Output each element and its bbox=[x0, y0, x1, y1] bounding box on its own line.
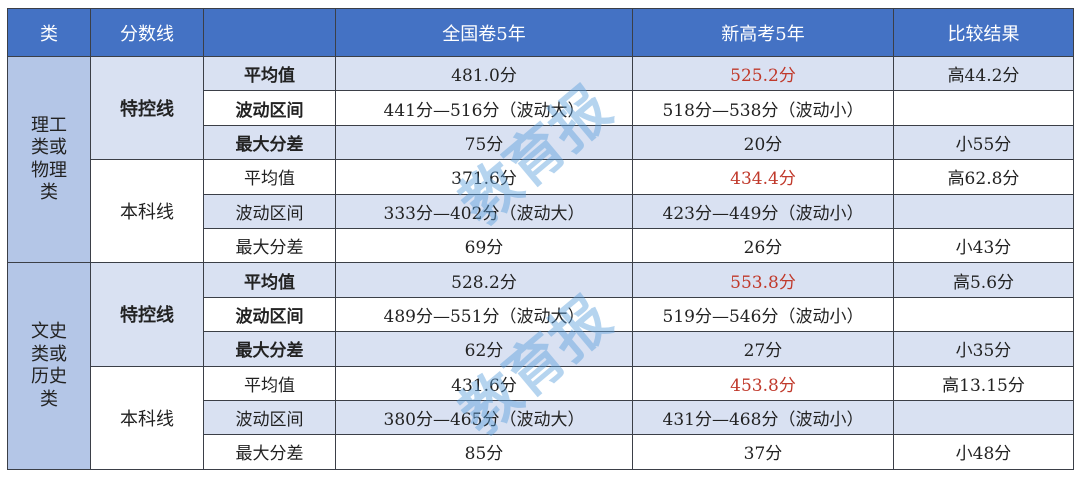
national-value: 75分 bbox=[335, 124, 633, 161]
score-comparison-table: 类 分数线 全国卷5年 新高考5年 比较结果 理工 类或 物理类特控线 平均值 481.… bbox=[7, 8, 1074, 470]
new-gaokao-value: 434.4分 bbox=[632, 159, 894, 195]
metric-label: 波动区间 bbox=[203, 193, 336, 229]
table-row: 最大分差 85分 37分 小48分 bbox=[8, 434, 1074, 470]
metric-label: 最大分差 bbox=[203, 331, 336, 367]
table-row: 文史 类或 历史类特控线 平均值 528.2分 553.8分 高5.6分 bbox=[7, 262, 1074, 470]
new-gaokao-value: 423分—449分（波动小） bbox=[632, 193, 894, 229]
category-cell: 文史 类或 历史类 bbox=[7, 262, 91, 470]
score-line-cell: 特控线 bbox=[90, 262, 204, 367]
comparison-result: 小55分 bbox=[893, 124, 1074, 161]
national-value: 333分—402分（波动大） bbox=[335, 193, 633, 229]
comparison-result: 小48分 bbox=[893, 434, 1074, 470]
comparison-result: 高62.8分 bbox=[893, 159, 1074, 195]
table-row: 最大分差 62分 27分 小35分 bbox=[8, 331, 1074, 367]
metric-label: 波动区间 bbox=[203, 90, 336, 126]
new-gaokao-value: 519分—546分（波动小） bbox=[632, 296, 894, 333]
new-gaokao-value: 27分 bbox=[632, 331, 894, 367]
table-row: 理工 类或 物理类特控线 平均值 481.0分 525.2分 高44.2分 bbox=[7, 55, 1074, 264]
category-text-line: 类或 bbox=[31, 343, 67, 365]
comparison-result: 高5.6分 bbox=[893, 262, 1074, 298]
national-value: 441分—516分（波动大） bbox=[335, 90, 633, 126]
metric-label: 最大分差 bbox=[203, 227, 336, 264]
header-comparison: 比较结果 bbox=[893, 8, 1074, 57]
score-line-cell: 特控线 bbox=[90, 55, 204, 161]
comparison-result: 小35分 bbox=[893, 331, 1074, 367]
comparison-result: 高44.2分 bbox=[893, 55, 1074, 92]
comparison-result bbox=[893, 90, 1074, 126]
metric-label: 平均值 bbox=[203, 159, 336, 195]
metric-label: 最大分差 bbox=[203, 124, 336, 161]
category-text-line: 文史 bbox=[31, 321, 67, 343]
table-row: 波动区间 333分—402分（波动大） 423分—449分（波动小） bbox=[8, 193, 1074, 229]
new-gaokao-value: 20分 bbox=[632, 124, 894, 161]
header-metric bbox=[203, 8, 336, 57]
comparison-result bbox=[893, 193, 1074, 229]
header-row: 类 分数线 全国卷5年 新高考5年 比较结果 bbox=[7, 8, 1074, 57]
table-row: 波动区间 489分—551分（波动大） 519分—546分（波动小） bbox=[8, 296, 1074, 333]
score-line-cell: 本科线 bbox=[90, 365, 204, 470]
metric-label: 最大分差 bbox=[203, 434, 336, 470]
national-value: 380分—465分（波动大） bbox=[335, 399, 633, 436]
header-new-gaokao: 新高考5年 bbox=[632, 8, 894, 57]
category-text-line: 历史 bbox=[31, 366, 67, 388]
new-gaokao-value: 453.8分 bbox=[632, 365, 894, 401]
new-gaokao-value: 431分—468分（波动小） bbox=[632, 399, 894, 436]
national-value: 481.0分 bbox=[335, 55, 633, 92]
new-gaokao-value: 525.2分 bbox=[632, 55, 894, 92]
category-text-line: 类 bbox=[40, 182, 58, 204]
metric-label: 平均值 bbox=[203, 55, 336, 92]
comparison-result bbox=[893, 399, 1074, 436]
metric-label: 波动区间 bbox=[203, 296, 336, 333]
national-value: 62分 bbox=[335, 331, 633, 367]
new-gaokao-value: 37分 bbox=[632, 434, 894, 470]
table-row: 最大分差 75分 20分 小55分 bbox=[8, 124, 1074, 161]
header-score-line: 分数线 bbox=[90, 8, 204, 57]
metric-label: 波动区间 bbox=[203, 399, 336, 436]
table-row: 波动区间 441分—516分（波动大） 518分—538分（波动小） bbox=[8, 90, 1074, 126]
national-value: 69分 bbox=[335, 227, 633, 264]
national-value: 489分—551分（波动大） bbox=[335, 296, 633, 333]
category-text-line: 物理 bbox=[31, 159, 67, 181]
header-national: 全国卷5年 bbox=[335, 8, 633, 57]
national-value: 431.6分 bbox=[335, 365, 633, 401]
national-value: 371.6分 bbox=[335, 159, 633, 195]
national-value: 85分 bbox=[335, 434, 633, 470]
comparison-result bbox=[893, 296, 1074, 333]
comparison-result: 小43分 bbox=[893, 227, 1074, 264]
category-text-line: 类或 bbox=[31, 137, 67, 159]
category-text-line: 类 bbox=[40, 388, 58, 410]
category-cell: 理工 类或 物理类 bbox=[7, 55, 91, 264]
metric-label: 平均值 bbox=[203, 262, 336, 298]
table-row: 本科线 平均值 371.6分 434.4分 高62.8分 bbox=[8, 159, 1074, 264]
score-line-cell: 本科线 bbox=[90, 159, 204, 264]
comparison-result: 高13.15分 bbox=[893, 365, 1074, 401]
new-gaokao-value: 518分—538分（波动小） bbox=[632, 90, 894, 126]
national-value: 528.2分 bbox=[335, 262, 633, 298]
table-body: 理工 类或 物理类特控线 平均值 481.0分 525.2分 高44.2分 波动区间 441分—… bbox=[7, 55, 1074, 470]
header-category: 类 bbox=[7, 8, 91, 57]
new-gaokao-value: 26分 bbox=[632, 227, 894, 264]
table-row: 最大分差 69分 26分 小43分 bbox=[8, 227, 1074, 264]
metric-label: 平均值 bbox=[203, 365, 336, 401]
table-row: 本科线 平均值 431.6分 453.8分 高13.15分 bbox=[8, 365, 1074, 470]
category-text-line: 理工 bbox=[31, 114, 67, 136]
new-gaokao-value: 553.8分 bbox=[632, 262, 894, 298]
